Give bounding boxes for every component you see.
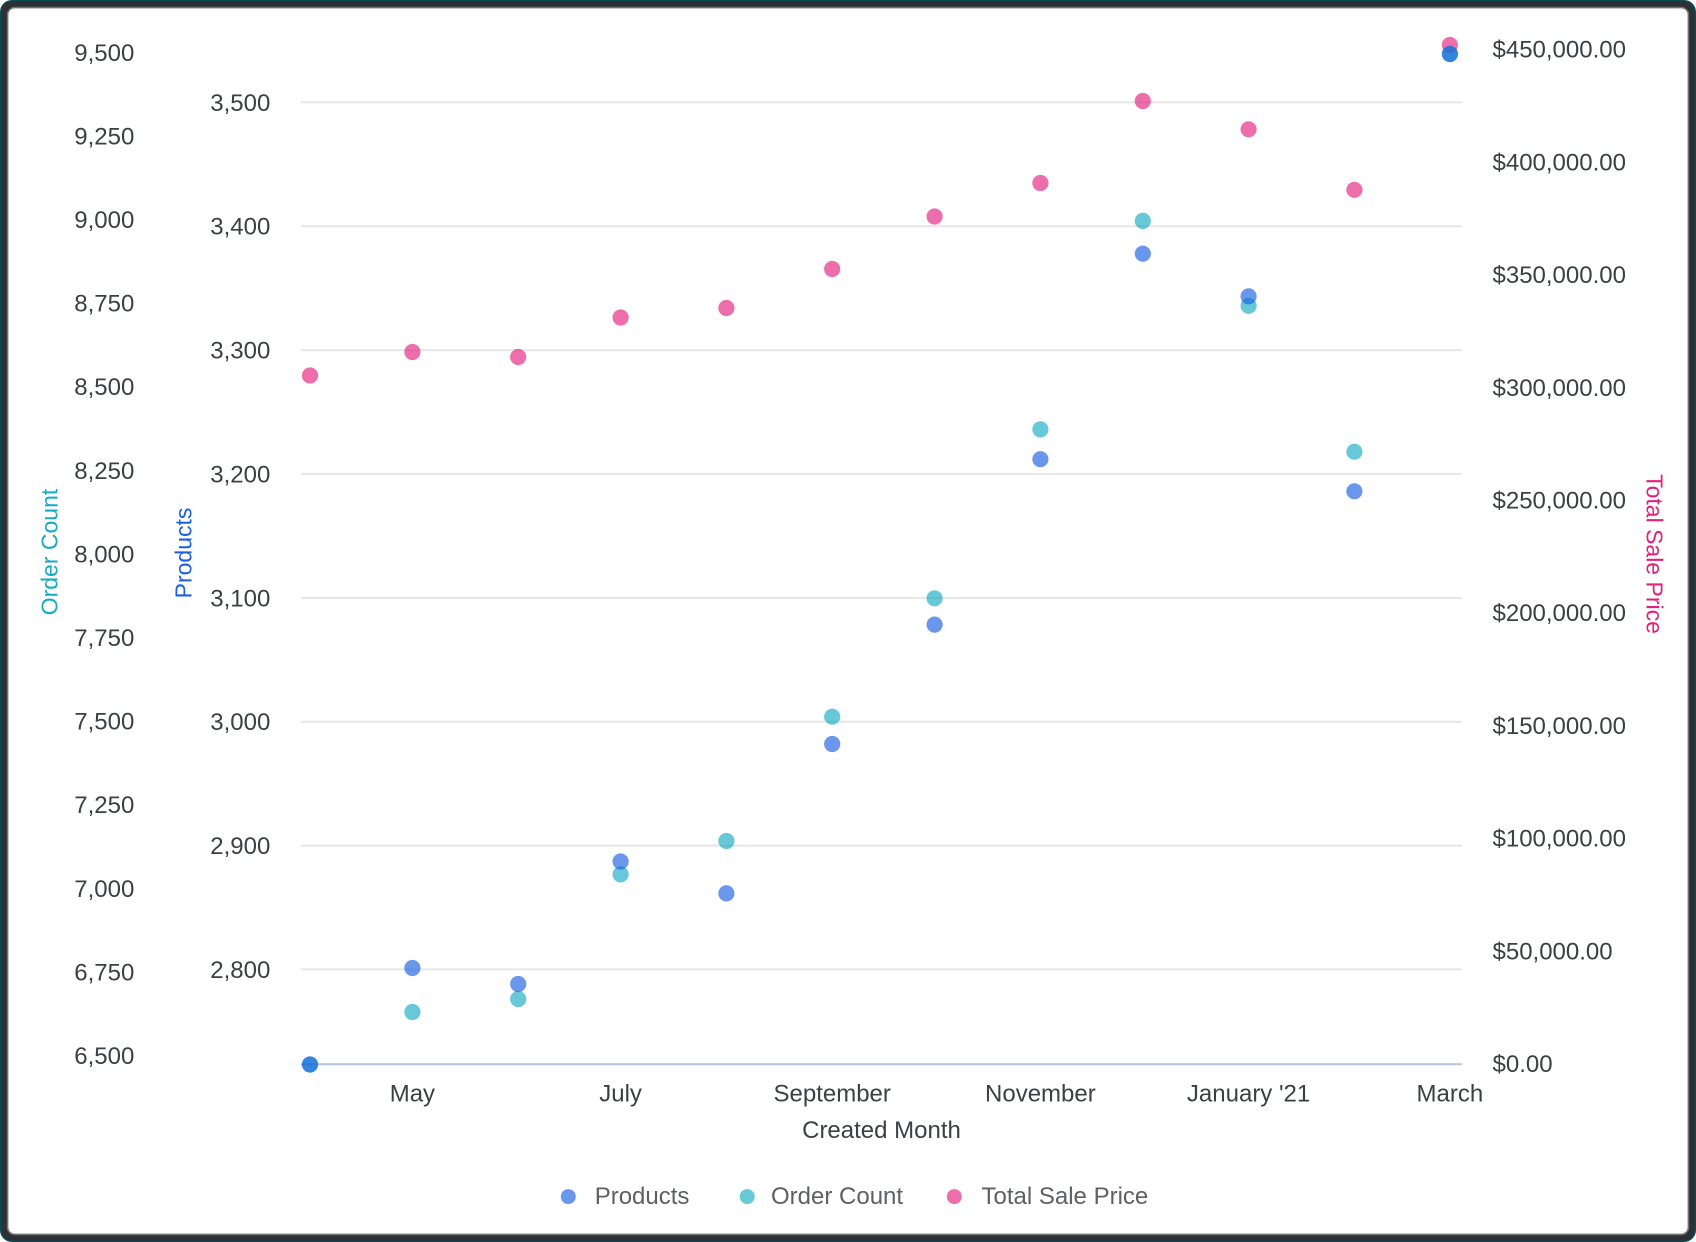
svg-text:November: November bbox=[985, 1081, 1096, 1108]
svg-text:Order Count: Order Count bbox=[771, 1183, 903, 1210]
svg-text:7,500: 7,500 bbox=[74, 709, 134, 736]
svg-text:7,000: 7,000 bbox=[74, 876, 134, 903]
svg-text:$0.00: $0.00 bbox=[1493, 1051, 1553, 1078]
svg-text:$150,000.00: $150,000.00 bbox=[1493, 713, 1626, 740]
svg-text:8,500: 8,500 bbox=[74, 374, 134, 401]
svg-text:8,000: 8,000 bbox=[74, 541, 134, 568]
svg-text:$200,000.00: $200,000.00 bbox=[1493, 600, 1626, 627]
svg-text:2,900: 2,900 bbox=[210, 833, 270, 860]
svg-text:$250,000.00: $250,000.00 bbox=[1493, 488, 1626, 515]
svg-text:9,250: 9,250 bbox=[74, 123, 134, 150]
svg-text:January '21: January '21 bbox=[1187, 1081, 1310, 1108]
svg-text:9,500: 9,500 bbox=[74, 40, 134, 67]
svg-text:July: July bbox=[599, 1081, 642, 1108]
svg-text:3,400: 3,400 bbox=[210, 214, 270, 241]
svg-text:$450,000.00: $450,000.00 bbox=[1493, 37, 1626, 64]
svg-text:3,500: 3,500 bbox=[210, 90, 270, 117]
svg-text:March: March bbox=[1417, 1081, 1484, 1108]
svg-text:6,500: 6,500 bbox=[74, 1043, 134, 1070]
svg-text:$50,000.00: $50,000.00 bbox=[1493, 939, 1613, 966]
svg-text:Total Sale Price: Total Sale Price bbox=[1642, 474, 1668, 634]
svg-text:$400,000.00: $400,000.00 bbox=[1493, 149, 1626, 176]
svg-text:$300,000.00: $300,000.00 bbox=[1493, 375, 1626, 402]
svg-text:2,800: 2,800 bbox=[210, 957, 270, 984]
svg-text:Products: Products bbox=[595, 1183, 690, 1210]
svg-text:$350,000.00: $350,000.00 bbox=[1493, 262, 1626, 289]
svg-text:Products: Products bbox=[170, 508, 196, 599]
svg-text:Order Count: Order Count bbox=[36, 488, 62, 615]
svg-text:7,750: 7,750 bbox=[74, 625, 134, 652]
svg-text:September: September bbox=[773, 1081, 890, 1108]
svg-text:3,000: 3,000 bbox=[210, 709, 270, 736]
svg-text:May: May bbox=[390, 1081, 435, 1108]
svg-text:7,250: 7,250 bbox=[74, 792, 134, 819]
svg-text:9,000: 9,000 bbox=[74, 207, 134, 234]
svg-text:8,750: 8,750 bbox=[74, 291, 134, 318]
svg-text:3,100: 3,100 bbox=[210, 585, 270, 612]
svg-text:$100,000.00: $100,000.00 bbox=[1493, 826, 1626, 853]
svg-text:Total Sale Price: Total Sale Price bbox=[982, 1183, 1149, 1210]
svg-text:6,750: 6,750 bbox=[74, 959, 134, 986]
svg-text:3,200: 3,200 bbox=[210, 461, 270, 488]
svg-text:8,250: 8,250 bbox=[74, 458, 134, 485]
svg-text:Created Month: Created Month bbox=[802, 1117, 961, 1144]
svg-text:3,300: 3,300 bbox=[210, 338, 270, 365]
